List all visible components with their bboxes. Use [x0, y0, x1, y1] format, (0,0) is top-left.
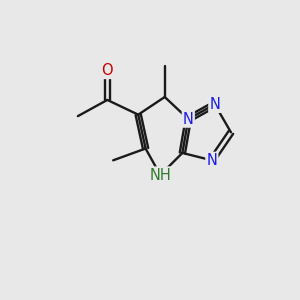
- Text: O: O: [101, 63, 113, 78]
- Text: NH: NH: [149, 167, 171, 182]
- Text: N: N: [209, 97, 220, 112]
- Text: N: N: [183, 112, 194, 127]
- Text: N: N: [206, 153, 217, 168]
